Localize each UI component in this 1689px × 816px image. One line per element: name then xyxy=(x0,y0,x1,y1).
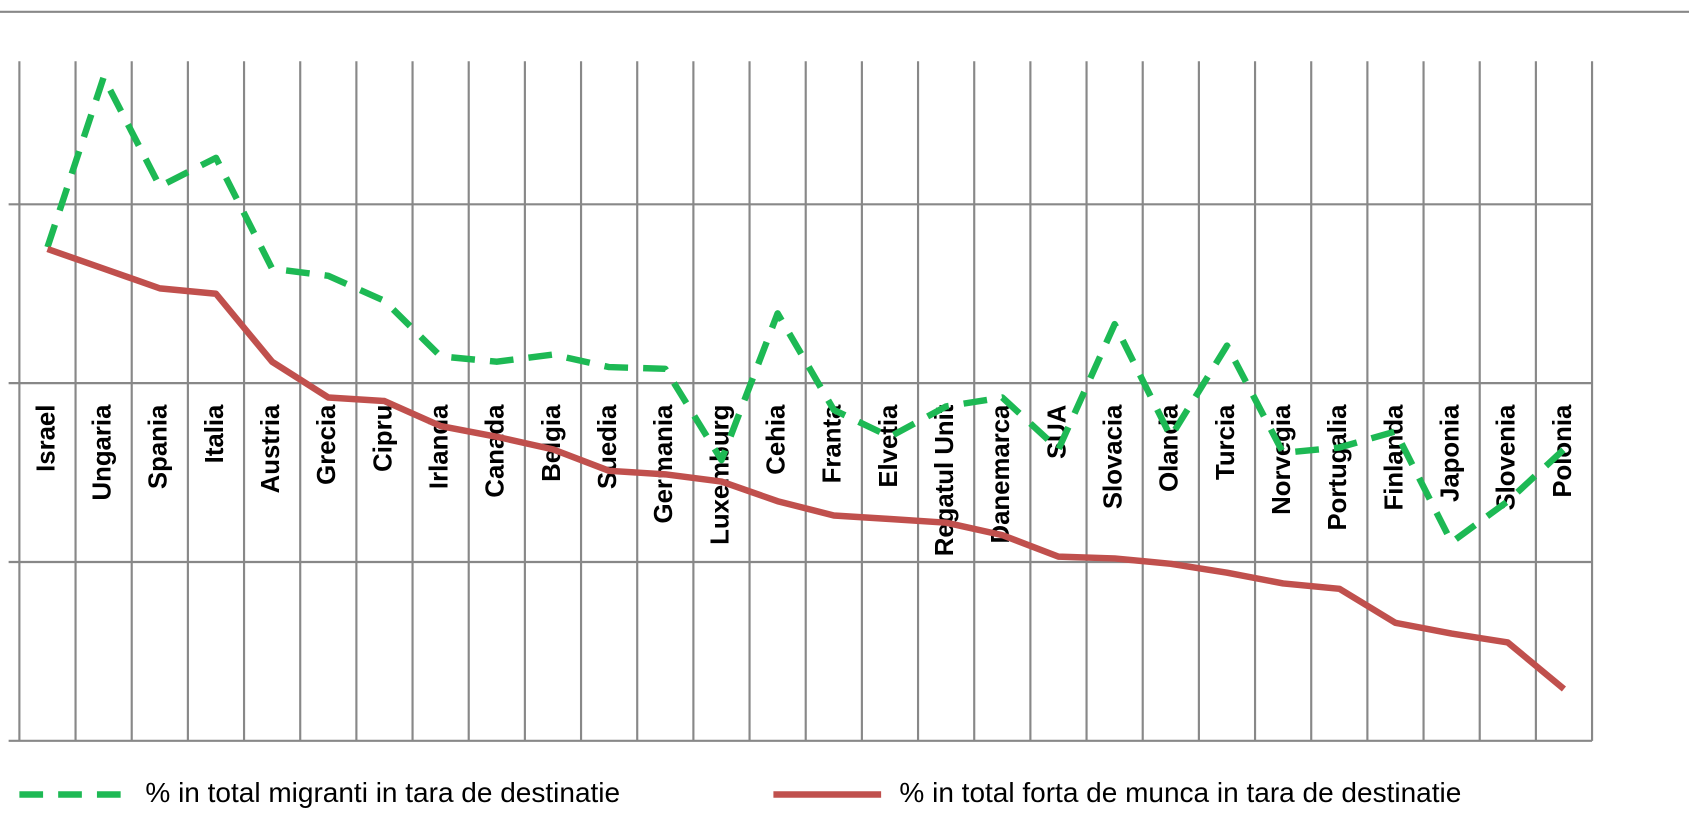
x-tick-label: Belgia xyxy=(538,404,566,482)
x-tick-label: Slovenia xyxy=(1493,404,1521,511)
x-tick-label: Slovacia xyxy=(1099,404,1127,509)
x-tick-label: Luxemburg xyxy=(706,405,734,545)
x-tick-label: Danemarca xyxy=(987,404,1015,544)
x-tick-label: Spania xyxy=(145,404,173,489)
x-tick-label: Turcia xyxy=(1212,404,1240,480)
x-tick-label: Germania xyxy=(650,404,678,523)
x-tick-label: Ungaria xyxy=(88,404,116,501)
x-tick-label: Austria xyxy=(257,404,285,493)
x-tick-label: Cehia xyxy=(762,404,790,475)
x-tick-label: Israel xyxy=(32,405,60,472)
series-line xyxy=(46,245,1567,692)
x-tick-label: Finlanda xyxy=(1380,404,1408,511)
x-tick-label: Norvegia xyxy=(1268,404,1296,515)
x-tick-label: Cipru xyxy=(369,405,397,472)
x-tick-label: Elvetia xyxy=(875,404,903,488)
x-tick-label: Regatul Unit xyxy=(931,404,959,556)
x-tick-label: Irlanda xyxy=(425,404,453,489)
x-tick-label: Canada xyxy=(482,404,510,498)
series-line xyxy=(44,74,1567,546)
x-tick-label: Grecia xyxy=(313,404,341,485)
x-tick-label: Portugalia xyxy=(1324,404,1352,531)
legend-label: % in total forta de munca in tara de des… xyxy=(899,777,1461,808)
x-tick-label: Japonia xyxy=(1436,404,1464,502)
legend-label: % in total migranti in tara de destinati… xyxy=(145,777,620,808)
x-tick-label: Suedia xyxy=(594,404,622,489)
x-tick-label: Italia xyxy=(201,404,229,463)
